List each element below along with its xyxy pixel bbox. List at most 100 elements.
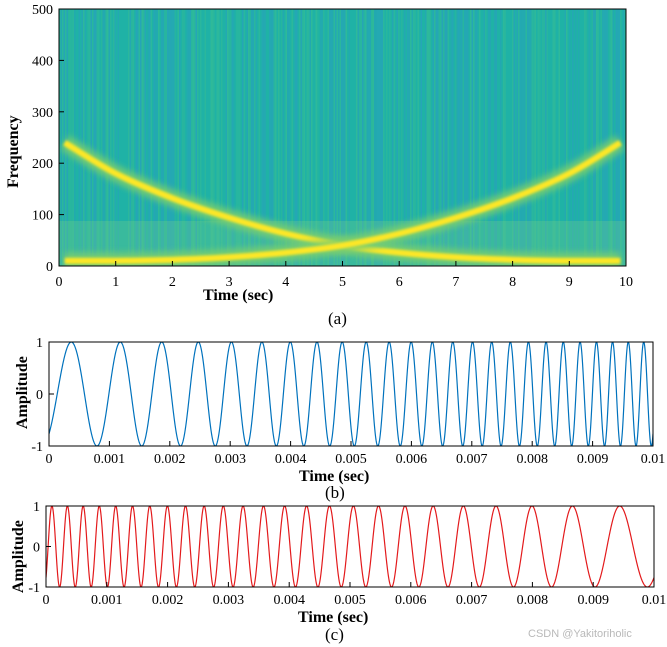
spectrogram-stripe	[270, 9, 272, 266]
spectrogram-stripe	[180, 9, 182, 266]
spectrogram-stripe	[509, 9, 511, 266]
spectrogram-stripe	[447, 9, 449, 266]
spectrogram-stripe	[302, 9, 304, 266]
y-tick-label: 200	[32, 157, 53, 172]
spectrogram-stripe	[117, 9, 119, 266]
spectrogram-stripe	[521, 9, 523, 266]
spectrogram-stripe	[174, 9, 176, 266]
spectrogram-stripe	[251, 9, 253, 266]
spectrogram-stripe	[392, 9, 394, 266]
spectrogram-stripe	[264, 9, 266, 266]
spectrogram-stripe	[582, 9, 584, 266]
x-tick-label: 0.006	[395, 593, 427, 608]
spectrogram-stripe	[320, 9, 322, 266]
spectrogram-stripe	[171, 9, 173, 266]
spectrogram-stripe	[273, 9, 275, 266]
spectrogram-stripe	[294, 9, 296, 266]
spectrogram-stripe	[555, 9, 557, 266]
spectrogram-stripe	[621, 9, 623, 266]
spectrogram-stripe	[86, 9, 88, 266]
spectrogram-stripe	[360, 9, 362, 266]
spectrogram-stripe	[267, 9, 269, 266]
spectrogram-stripe	[462, 9, 464, 266]
spectrogram-stripe	[299, 9, 301, 266]
spectrogram-stripe	[146, 9, 148, 266]
spectrogram-stripe	[242, 9, 244, 266]
spectrogram-stripe	[288, 9, 290, 266]
spectrogram-ylabel: Frequency	[5, 115, 22, 188]
x-tick-label: 10	[619, 275, 633, 290]
spectrogram-stripe	[221, 9, 223, 266]
spectrogram-stripe	[155, 9, 157, 266]
spectrogram-stripe	[611, 9, 613, 266]
spectrogram-stripe	[599, 9, 601, 266]
x-tick-label: 0.007	[456, 593, 488, 608]
spectrogram-stripe	[59, 9, 61, 266]
spectrogram-stripe	[516, 9, 518, 266]
x-tick-label: 4	[282, 275, 289, 290]
spectrogram-stripe	[407, 9, 409, 266]
upchirp-xlabel: Time (sec)	[299, 468, 369, 485]
spectrogram-stripe	[161, 9, 163, 266]
x-tick-label: 0.007	[456, 452, 488, 467]
spectrogram-stripe	[585, 9, 587, 266]
spectrogram-stripe	[572, 9, 574, 266]
spectrogram-stripe	[542, 9, 544, 266]
spectrogram-stripe	[525, 9, 527, 266]
spectrogram-stripe	[126, 9, 128, 266]
spectrogram-stripe	[351, 9, 353, 266]
spectrogram-stripe	[534, 9, 536, 266]
downchirp-ylabel: Amplitude	[10, 520, 27, 593]
spectrogram-stripe	[527, 9, 529, 266]
spectrogram-stripe	[366, 9, 368, 266]
x-tick-label: 6	[396, 275, 403, 290]
spectrogram-stripe	[135, 9, 137, 266]
spectrogram-stripe	[75, 9, 77, 266]
spectrogram-stripe	[303, 9, 305, 266]
spectrogram-stripe	[519, 9, 521, 266]
spectrogram-stripe	[83, 9, 85, 266]
spectrogram-stripe	[179, 9, 181, 266]
spectrogram-stripe	[185, 9, 187, 266]
spectrogram-stripe	[489, 9, 491, 266]
spectrogram-stripe	[276, 9, 278, 266]
x-tick-label: 0.008	[517, 593, 549, 608]
spectrogram-stripe	[140, 9, 142, 266]
spectrogram-stripe	[123, 9, 125, 266]
spectrogram-stripe	[596, 9, 598, 266]
x-tick-label: 0.001	[94, 452, 126, 467]
ridge-upward-chirp	[64, 140, 622, 264]
spectrogram-stripe	[309, 9, 311, 266]
spectrogram-stripe	[537, 9, 539, 266]
spectrogram-stripe	[63, 9, 65, 266]
spectrogram-stripe	[206, 9, 208, 266]
spectrogram-stripe	[159, 9, 161, 266]
spectrogram-stripe	[455, 9, 457, 266]
upchirp-ylabel: Amplitude	[14, 356, 31, 429]
y-tick-label: -1	[31, 440, 43, 455]
spectrogram-stripe	[617, 9, 619, 266]
spectrogram-stripe	[108, 9, 110, 266]
spectrogram-stripe	[81, 9, 83, 266]
spectrogram-stripe	[456, 9, 458, 266]
spectrogram-stripe	[350, 9, 352, 266]
spectrogram-stripe	[402, 9, 404, 266]
spectrogram-stripe	[348, 9, 350, 266]
spectrogram-stripe	[453, 9, 455, 266]
spectrogram-stripe	[435, 9, 437, 266]
spectrogram-stripe	[132, 9, 134, 266]
spectrogram-stripe	[408, 9, 410, 266]
spectrogram-stripe	[141, 9, 143, 266]
spectrogram-stripe	[212, 9, 214, 266]
spectrogram-stripe	[342, 9, 344, 266]
spectrogram-stripe	[101, 9, 103, 266]
spectrogram-stripe	[321, 9, 323, 266]
spectrogram-stripe	[411, 9, 413, 266]
spectrogram-stripe	[371, 9, 373, 266]
spectrogram-stripe	[545, 9, 547, 266]
spectrogram-stripe	[486, 9, 488, 266]
spectrogram-stripe	[137, 9, 139, 266]
spectrogram-stripe	[308, 9, 310, 266]
spectrogram-stripe	[125, 9, 127, 266]
spectrogram-stripe	[513, 9, 515, 266]
